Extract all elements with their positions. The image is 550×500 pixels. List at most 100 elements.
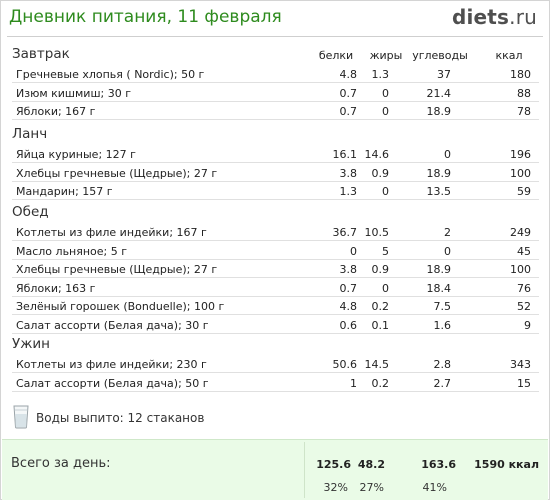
total-divider	[304, 442, 305, 498]
food-protein: 0.6	[339, 318, 358, 332]
meal-title: Ланч	[12, 126, 48, 142]
food-name: Яблоки; 167 г	[16, 105, 96, 118]
food-row[interactable]: Хлебцы гречневые (Щедрые); 27 г 3.8 0.9 18.…	[12, 164, 539, 182]
food-fat: 0.2	[371, 376, 390, 390]
food-name: Мандарин; 157 г	[16, 185, 113, 198]
food-protein: 1	[350, 376, 357, 390]
food-kcal: 15	[517, 376, 531, 390]
total-carbs: 163.6	[421, 458, 456, 471]
column-header-kcal: ккал	[495, 49, 523, 62]
food-protein: 0.7	[339, 86, 358, 100]
food-fat: 5	[382, 244, 389, 258]
food-protein: 0.7	[339, 281, 358, 295]
food-row[interactable]: Хлебцы гречневые (Щедрые); 27 г 3.8 0.9 18.…	[12, 260, 539, 278]
food-fat: 10.5	[364, 226, 390, 239]
site-logo[interactable]: diets.ru	[452, 5, 537, 29]
food-name: Хлебцы гречневые (Щедрые); 27 г	[16, 166, 218, 180]
food-carbs: 18.9	[426, 166, 452, 180]
food-row[interactable]: Яблоки; 163 г 0.7 0 18.4 76	[12, 279, 539, 297]
food-carbs: 2.8	[433, 358, 452, 371]
food-name: Салат ассорти (Белая дача); 50 г	[16, 376, 209, 390]
header-divider	[7, 36, 543, 37]
food-fat: 14.5	[364, 358, 390, 371]
food-row[interactable]: Котлеты из филе индейки; 167 г 36.7 10.5 2 2…	[12, 223, 539, 241]
food-carbs: 13.5	[426, 185, 452, 198]
food-fat: 0	[382, 105, 389, 118]
food-fat: 0	[382, 281, 389, 295]
food-kcal: 45	[517, 244, 531, 258]
logo-text: diets	[451, 5, 510, 29]
food-row[interactable]: Салат ассорти (Белая дача); 50 г 1 0.2 2.7 1…	[12, 374, 539, 392]
food-name: Хлебцы гречневые (Щедрые); 27 г	[16, 263, 218, 276]
food-fat: 0	[382, 185, 389, 198]
food-row[interactable]: Масло льняное; 5 г 0 5 0 45	[12, 242, 539, 260]
meal-title: Обед	[12, 204, 49, 220]
food-kcal: 59	[517, 185, 531, 198]
food-protein: 3.8	[339, 166, 358, 180]
food-name: Яблоки; 163 г	[16, 281, 96, 295]
food-row[interactable]: Мандарин; 157 г 1.3 0 13.5 59	[12, 182, 539, 200]
food-protein: 3.8	[339, 263, 358, 276]
food-name: Изюм кишмиш; 30 г	[16, 86, 131, 100]
food-protein: 1.3	[339, 185, 358, 198]
column-header-protein: белки	[318, 49, 354, 62]
food-name: Зелёный горошек (Bonduelle); 100 г	[16, 300, 225, 313]
food-kcal: 180	[510, 68, 531, 81]
total-carbs-percent: 41%	[422, 481, 447, 494]
food-fat: 0.9	[371, 166, 390, 180]
food-row[interactable]: Зелёный горошек (Bonduelle); 100 г 4.8 0.2…	[12, 297, 539, 315]
total-protein-percent: 32%	[323, 481, 348, 494]
food-row[interactable]: Салат ассорти (Белая дача); 30 г 0.6 0.1 1.…	[12, 316, 539, 334]
food-kcal: 9	[524, 318, 531, 332]
food-kcal: 100	[510, 263, 531, 276]
food-carbs: 1.6	[433, 318, 452, 332]
food-kcal: 196	[510, 148, 531, 161]
column-header-fat: жиры	[369, 49, 403, 62]
food-fat: 14.6	[364, 148, 390, 161]
food-protein: 4.8	[339, 68, 358, 81]
food-row[interactable]: Яблоки; 167 г 0.7 0 18.9 78	[12, 102, 539, 120]
food-name: Салат ассорти (Белая дача); 30 г	[16, 318, 209, 332]
food-row[interactable]: Котлеты из филе индейки; 230 г 50.6 14.5 2.…	[12, 355, 539, 373]
food-name: Котлеты из филе индейки; 230 г	[16, 358, 207, 371]
food-name: Котлеты из филе индейки; 167 г	[16, 226, 207, 239]
total-fat: 48.2	[357, 458, 385, 471]
food-fat: 0.1	[371, 318, 390, 332]
total-protein: 125.6	[316, 458, 351, 471]
logo-domain: .ru	[509, 5, 537, 29]
page-title: Дневник питания, 11 февраля	[9, 7, 282, 27]
food-kcal: 52	[517, 300, 531, 313]
food-name: Масло льняное; 5 г	[16, 244, 128, 258]
food-carbs: 2	[444, 226, 451, 239]
food-row[interactable]: Гречневые хлопья ( Nordic); 50 г 4.8 1.3 37…	[12, 65, 539, 83]
food-name: Гречневые хлопья ( Nordic); 50 г	[16, 68, 205, 81]
food-carbs: 18.9	[426, 263, 452, 276]
water-text: Воды выпито: 12 стаканов	[36, 411, 205, 425]
food-protein: 4.8	[339, 300, 358, 313]
daily-total: Всего за день: 125.6 48.2 163.6 1590 кка…	[2, 439, 548, 500]
food-kcal: 249	[510, 226, 531, 239]
total-fat-percent: 27%	[359, 481, 384, 494]
food-fat: 0.9	[371, 263, 390, 276]
glass-icon	[13, 405, 29, 432]
food-kcal: 88	[517, 86, 531, 100]
food-protein: 0.7	[339, 105, 358, 118]
food-fat: 0.2	[371, 300, 390, 313]
food-protein: 36.7	[332, 226, 358, 239]
food-kcal: 76	[517, 281, 531, 295]
food-carbs: 18.9	[426, 105, 452, 118]
food-fat: 1.3	[371, 68, 390, 81]
column-header-carbs: углеводы	[412, 49, 468, 62]
food-row[interactable]: Изюм кишмиш; 30 г 0.7 0 21.4 88	[12, 84, 539, 102]
total-label: Всего за день:	[11, 456, 111, 471]
food-carbs: 7.5	[433, 300, 452, 313]
food-kcal: 343	[510, 358, 531, 371]
total-kcal: 1590 ккал	[474, 458, 539, 471]
food-row[interactable]: Яйца куриные; 127 г 16.1 14.6 0 196	[12, 145, 539, 163]
food-name: Яйца куриные; 127 г	[16, 148, 136, 161]
food-carbs: 37	[437, 68, 451, 81]
food-carbs: 0	[444, 148, 451, 161]
food-fat: 0	[382, 86, 389, 100]
meal-title: Ужин	[12, 336, 50, 352]
